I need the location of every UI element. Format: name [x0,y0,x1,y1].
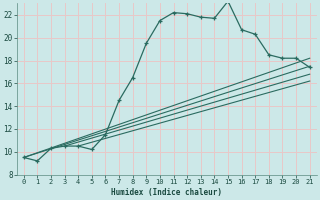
X-axis label: Humidex (Indice chaleur): Humidex (Indice chaleur) [111,188,222,197]
